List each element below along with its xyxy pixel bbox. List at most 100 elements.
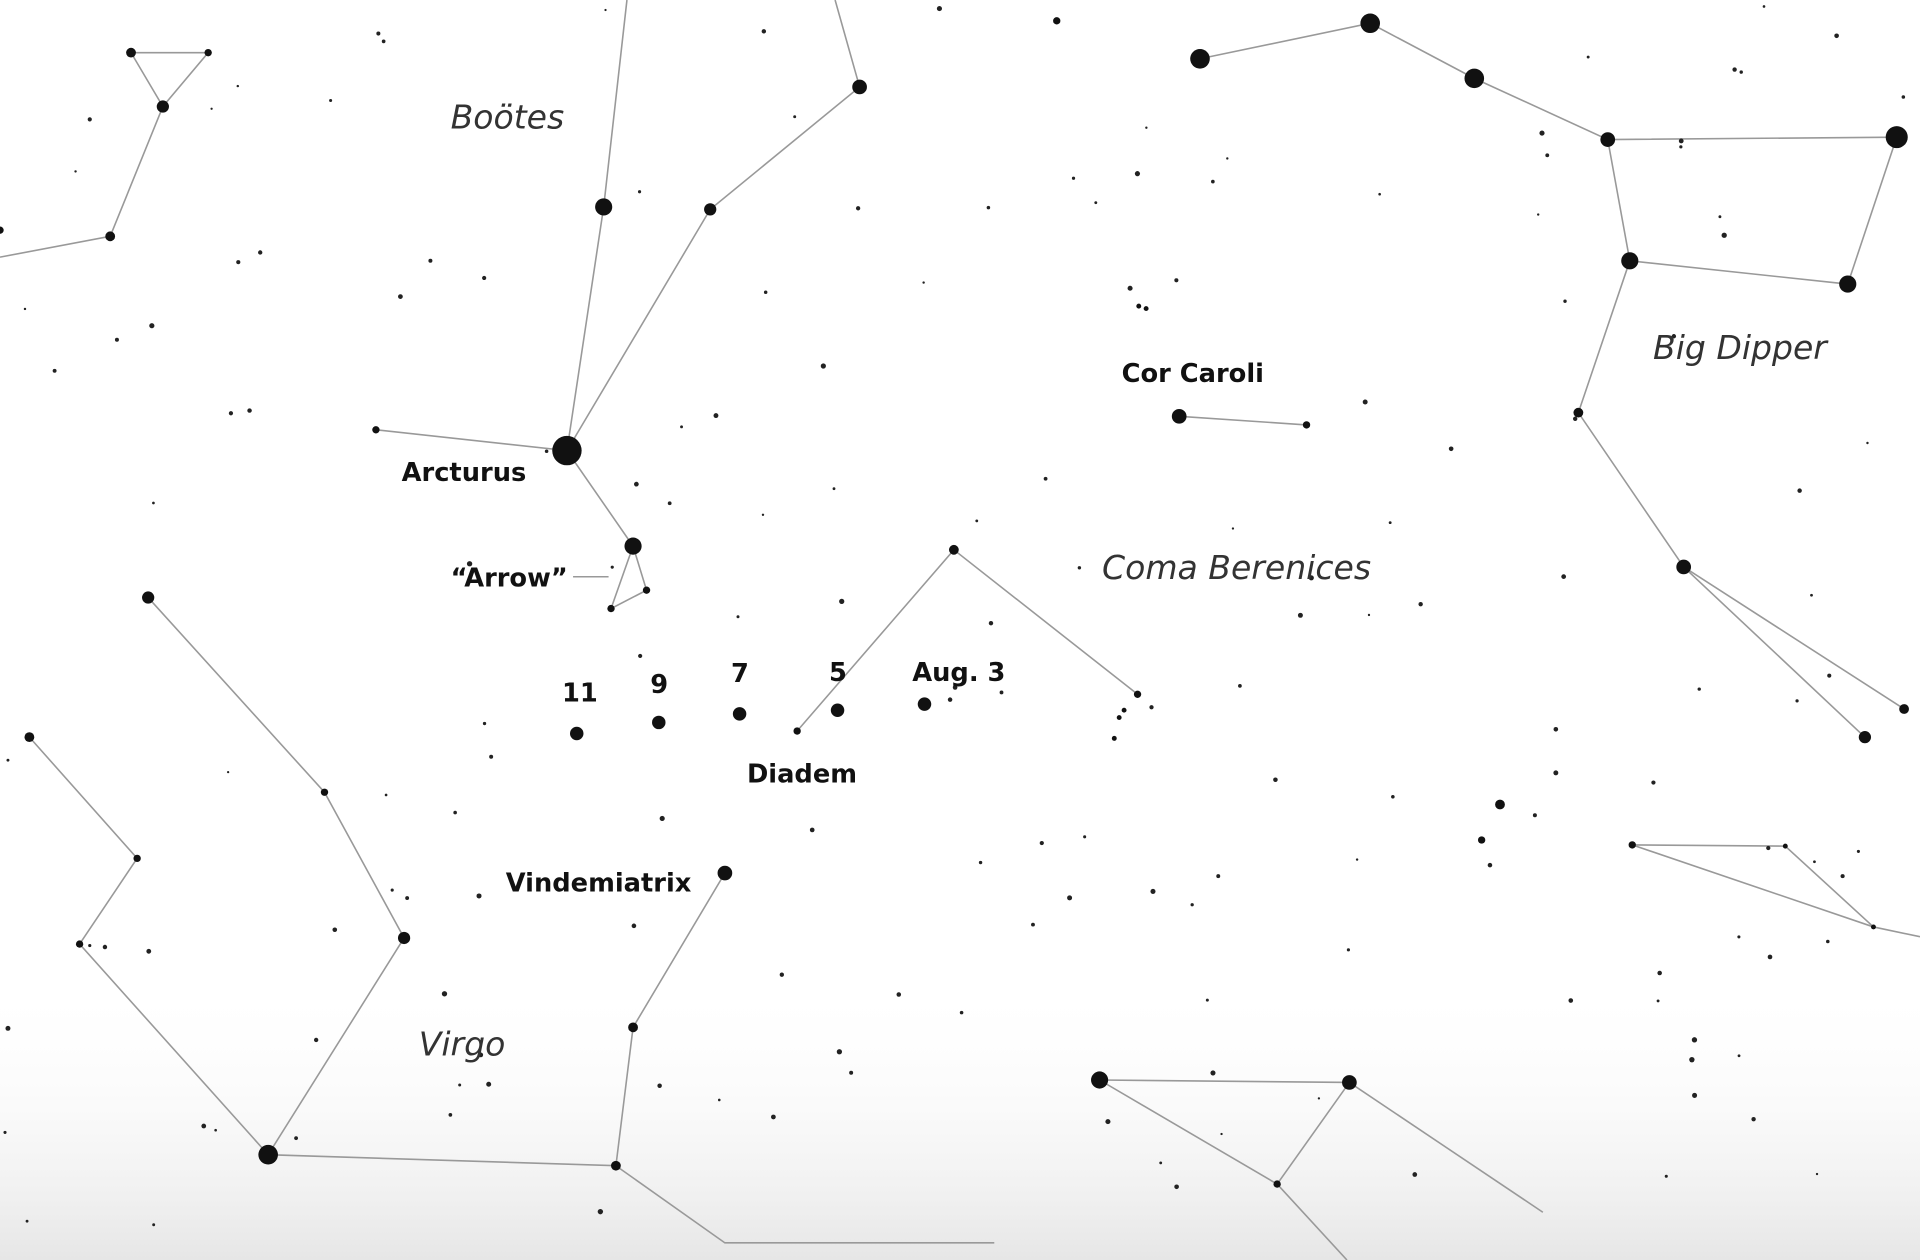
faint-star: [1071, 176, 1076, 180]
star: [1495, 799, 1505, 810]
faint-star: [832, 487, 836, 491]
comet-position: [652, 715, 666, 730]
star: [1143, 306, 1149, 312]
faint-star: [836, 1049, 843, 1055]
star: [1573, 407, 1584, 418]
faint-star: [1539, 130, 1545, 136]
faint-star: [1297, 612, 1303, 618]
faint-star: [1031, 922, 1035, 927]
faint-star: [1536, 213, 1540, 216]
star: [948, 544, 959, 555]
faint-star: [959, 1010, 964, 1015]
faint-star: [458, 1083, 462, 1087]
faint-star: [1739, 70, 1743, 74]
faint-star: [1388, 521, 1392, 525]
faint-star: [482, 721, 487, 726]
faint-star: [1691, 1037, 1698, 1043]
faint-star: [1448, 446, 1454, 452]
faint-star: [1226, 157, 1229, 160]
star: [320, 788, 329, 796]
comet-date: 5: [829, 658, 847, 688]
faint-star: [1751, 1116, 1756, 1122]
faint-star: [228, 411, 234, 416]
faint-star: [332, 927, 338, 933]
star: [642, 586, 651, 594]
faint-star: [975, 519, 979, 523]
star-label: Vindemiatrix: [506, 868, 692, 898]
constellation-label: Boötes: [451, 98, 565, 137]
faint-star: [986, 205, 991, 210]
comet-position: [570, 726, 584, 741]
faint-star: [779, 972, 784, 977]
faint-star: [922, 281, 925, 284]
faint-star: [610, 565, 614, 569]
constellation-line: [375, 429, 648, 611]
star-label: Cor Caroli: [1122, 359, 1264, 389]
faint-star: [1856, 849, 1860, 853]
faint-star: [25, 1219, 29, 1223]
star: [624, 537, 642, 555]
star: [1782, 843, 1788, 849]
star: [1477, 836, 1486, 844]
faint-star: [820, 363, 826, 369]
star-label: Diadem: [747, 759, 857, 789]
star: [595, 198, 613, 216]
faint-star: [329, 99, 333, 103]
constellation-line: [1276, 1183, 1348, 1260]
star: [105, 231, 116, 242]
constellation-line: [1099, 1079, 1351, 1186]
faint-star: [1083, 835, 1087, 839]
faint-star: [1656, 999, 1660, 1003]
star: [397, 931, 411, 945]
star: [75, 940, 84, 948]
constellation-label: Big Dipper: [1653, 328, 1829, 367]
faint-star: [428, 258, 433, 263]
constellation-line: [1179, 415, 1307, 426]
faint-star: [637, 190, 642, 194]
faint-star: [146, 948, 152, 954]
constellation-line: [28, 736, 269, 1156]
faint-star: [1273, 777, 1278, 783]
faint-star: [1563, 299, 1567, 303]
faint-star: [1362, 399, 1368, 405]
faint-star: [466, 561, 473, 567]
comet-date: Aug. 3: [912, 658, 1005, 688]
faint-star: [102, 944, 108, 950]
faint-star: [398, 294, 403, 299]
faint-star: [441, 991, 448, 997]
star: [258, 1144, 278, 1165]
faint-star: [52, 368, 57, 373]
faint-star: [384, 793, 388, 797]
faint-star: [476, 893, 482, 899]
faint-star: [1412, 1172, 1418, 1177]
faint-star: [3, 1130, 7, 1134]
faint-star: [201, 1123, 207, 1129]
faint-star: [149, 323, 155, 329]
faint-star: [247, 408, 252, 413]
faint-star: [1216, 874, 1221, 879]
star: [142, 591, 155, 604]
faint-star: [761, 29, 767, 34]
faint-star: [1067, 895, 1073, 901]
faint-star: [1826, 939, 1830, 944]
faint-star: [947, 697, 953, 702]
faint-star: [114, 337, 119, 342]
faint-star: [1039, 840, 1044, 846]
faint-star: [453, 810, 457, 815]
faint-star: [936, 6, 942, 12]
comet-position: [732, 707, 747, 721]
star: [1116, 715, 1122, 720]
faint-star: [988, 620, 994, 626]
faint-star: [236, 84, 240, 88]
constellation-line: [615, 1165, 995, 1244]
faint-star: [771, 1114, 776, 1120]
faint-star: [1586, 55, 1590, 59]
faint-star: [381, 39, 386, 44]
faint-star: [1810, 593, 1813, 597]
star: [1121, 707, 1127, 713]
star: [0, 226, 4, 234]
constellation-label: Coma Berenices: [1102, 548, 1371, 587]
faint-star: [1545, 153, 1550, 158]
star: [1053, 17, 1061, 25]
